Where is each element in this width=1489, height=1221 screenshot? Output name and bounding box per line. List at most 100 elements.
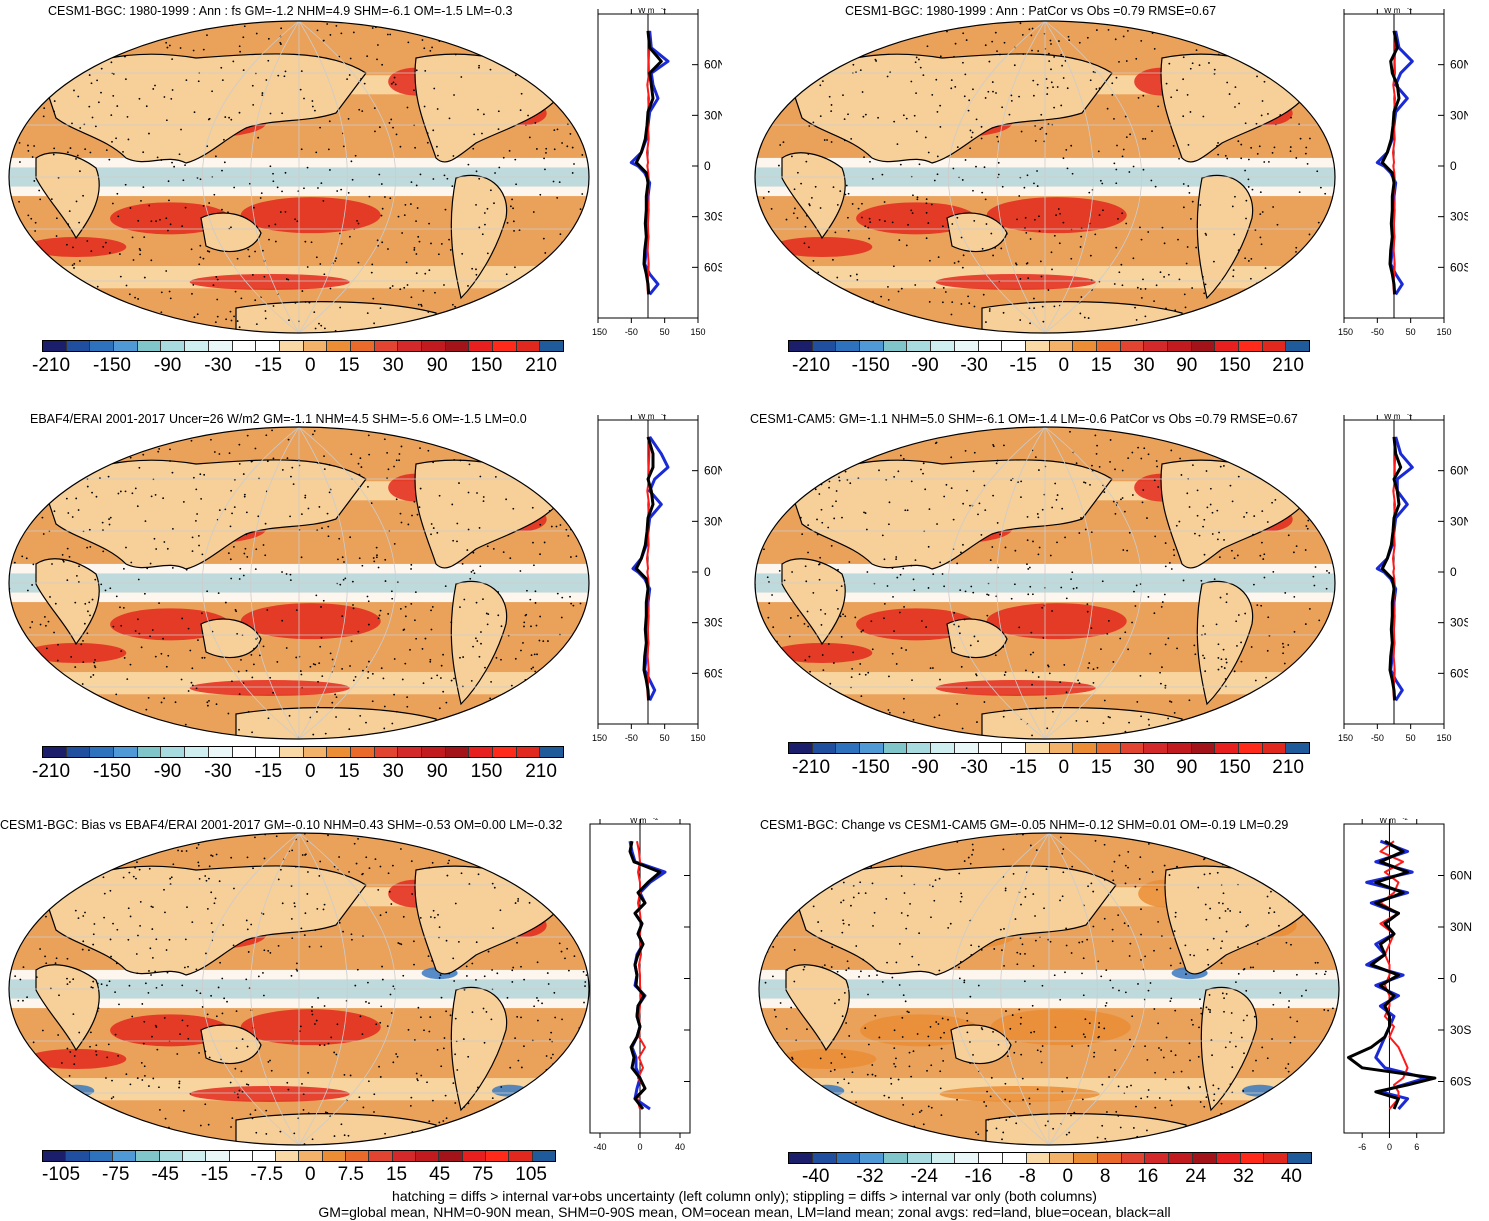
stipple-dot (253, 647, 255, 650)
colorbar-swatch (374, 341, 399, 351)
stipple-dot (307, 1071, 309, 1074)
stipple-dot (550, 525, 553, 528)
colorbar-swatch (350, 341, 375, 351)
stipple-dot (823, 699, 826, 702)
stipple-dot (541, 467, 544, 470)
stipple-dot (1020, 480, 1023, 483)
stipple-dot (1283, 485, 1285, 488)
stipple-dot (204, 1103, 207, 1106)
stipple-dot (860, 970, 862, 973)
stipple-dot (878, 1036, 881, 1039)
stipple-dot (573, 867, 576, 870)
stipple-dot (57, 1034, 60, 1036)
stipple-dot (924, 488, 927, 491)
stipple-dot (83, 622, 86, 625)
stipple-dot (198, 1052, 200, 1054)
stipple-dot (528, 136, 531, 139)
stipple-dot (571, 172, 574, 174)
stipple-dot (840, 1121, 843, 1124)
stipple-dot (1092, 668, 1095, 671)
stipple-dot (242, 473, 245, 475)
stipple-dot (810, 700, 813, 703)
stipple-dot (448, 238, 450, 241)
stipple-dot (191, 550, 194, 553)
stipple-dot (414, 146, 416, 149)
stipple-dot (436, 531, 439, 534)
stipple-dot (151, 629, 154, 631)
stipple-dot (941, 225, 944, 228)
stipple-dot (315, 594, 318, 597)
stipple-dot (765, 108, 768, 111)
stipple-dot (1118, 854, 1121, 857)
stipple-dot (1039, 1050, 1042, 1053)
stipple-dot (872, 924, 874, 927)
stipple-dot (105, 315, 108, 317)
stipple-dot (373, 1111, 375, 1113)
stipple-dot (1167, 273, 1170, 276)
stipple-dot (115, 453, 118, 456)
stipple-dot (41, 30, 44, 33)
stipple-dot (478, 177, 481, 180)
stipple-dot (1014, 918, 1017, 920)
stipple-dot (566, 669, 569, 672)
stipple-dot (27, 855, 29, 857)
colorbar-tick-label: -15 (254, 761, 283, 782)
stipple-dot (1170, 449, 1173, 452)
stipple-dot (526, 309, 529, 312)
stipple-dot (1256, 604, 1259, 607)
stipple-dot (138, 632, 141, 635)
stipple-dot (192, 476, 195, 479)
stipple-dot (847, 229, 850, 232)
stipple-dot (1117, 738, 1120, 739)
stipple-dot (484, 223, 486, 226)
stipple-dot (329, 169, 331, 171)
stipple-dot (573, 955, 576, 958)
stipple-dot (314, 663, 317, 666)
land-outline (946, 212, 1008, 253)
stipple-dot (310, 1010, 313, 1012)
stipple-dot (1124, 991, 1127, 994)
stipple-dot (290, 885, 293, 887)
stipple-dot (151, 1035, 153, 1038)
stipple-dot (930, 1106, 933, 1109)
stipple-dot (413, 89, 415, 92)
stipple-dot (165, 119, 168, 122)
stipple-dot (184, 938, 187, 941)
stipple-dot (805, 580, 808, 583)
stipple-dot (589, 637, 591, 639)
zonal-unit-label: W m (1384, 8, 1401, 15)
zonal-lat-tick-label: 60S (1450, 666, 1468, 680)
stipple-dot (511, 446, 514, 449)
stipple-dot (1071, 172, 1074, 175)
stipple-dot (572, 307, 575, 310)
stipple-dot (264, 310, 267, 312)
stipple-dot (547, 983, 550, 985)
stipple-dot (1061, 507, 1064, 510)
colorbar-tick-label: -210 (792, 757, 831, 778)
stipple-dot (221, 79, 224, 82)
stipple-dot (1267, 113, 1269, 115)
stipple-dot (1019, 278, 1022, 280)
stipple-dot (379, 609, 382, 612)
zonal-lat-tick-label: 60N (704, 58, 722, 72)
stipple-dot (820, 930, 823, 932)
stipple-dot (7, 218, 9, 220)
stipple-dot (761, 243, 764, 245)
stipple-dot (61, 32, 64, 35)
land-outline (981, 707, 1183, 739)
stipple-dot (1025, 231, 1028, 234)
stipple-dot (176, 1053, 179, 1055)
stipple-dot (230, 856, 233, 859)
stipple-dot (1247, 1120, 1250, 1123)
colorbar-tick-label: 32 (1232, 1166, 1255, 1187)
stipple-dot (1223, 539, 1225, 541)
stipple-dot (1025, 18, 1027, 19)
stipple-dot (860, 695, 863, 698)
stipple-dot (92, 674, 95, 676)
stipple-dot (486, 545, 489, 548)
stipple-dot (826, 862, 829, 865)
stipple-dot (257, 136, 260, 139)
stipple-dot (491, 882, 494, 885)
stipple-dot (1324, 856, 1326, 858)
stipple-dot (944, 291, 947, 293)
